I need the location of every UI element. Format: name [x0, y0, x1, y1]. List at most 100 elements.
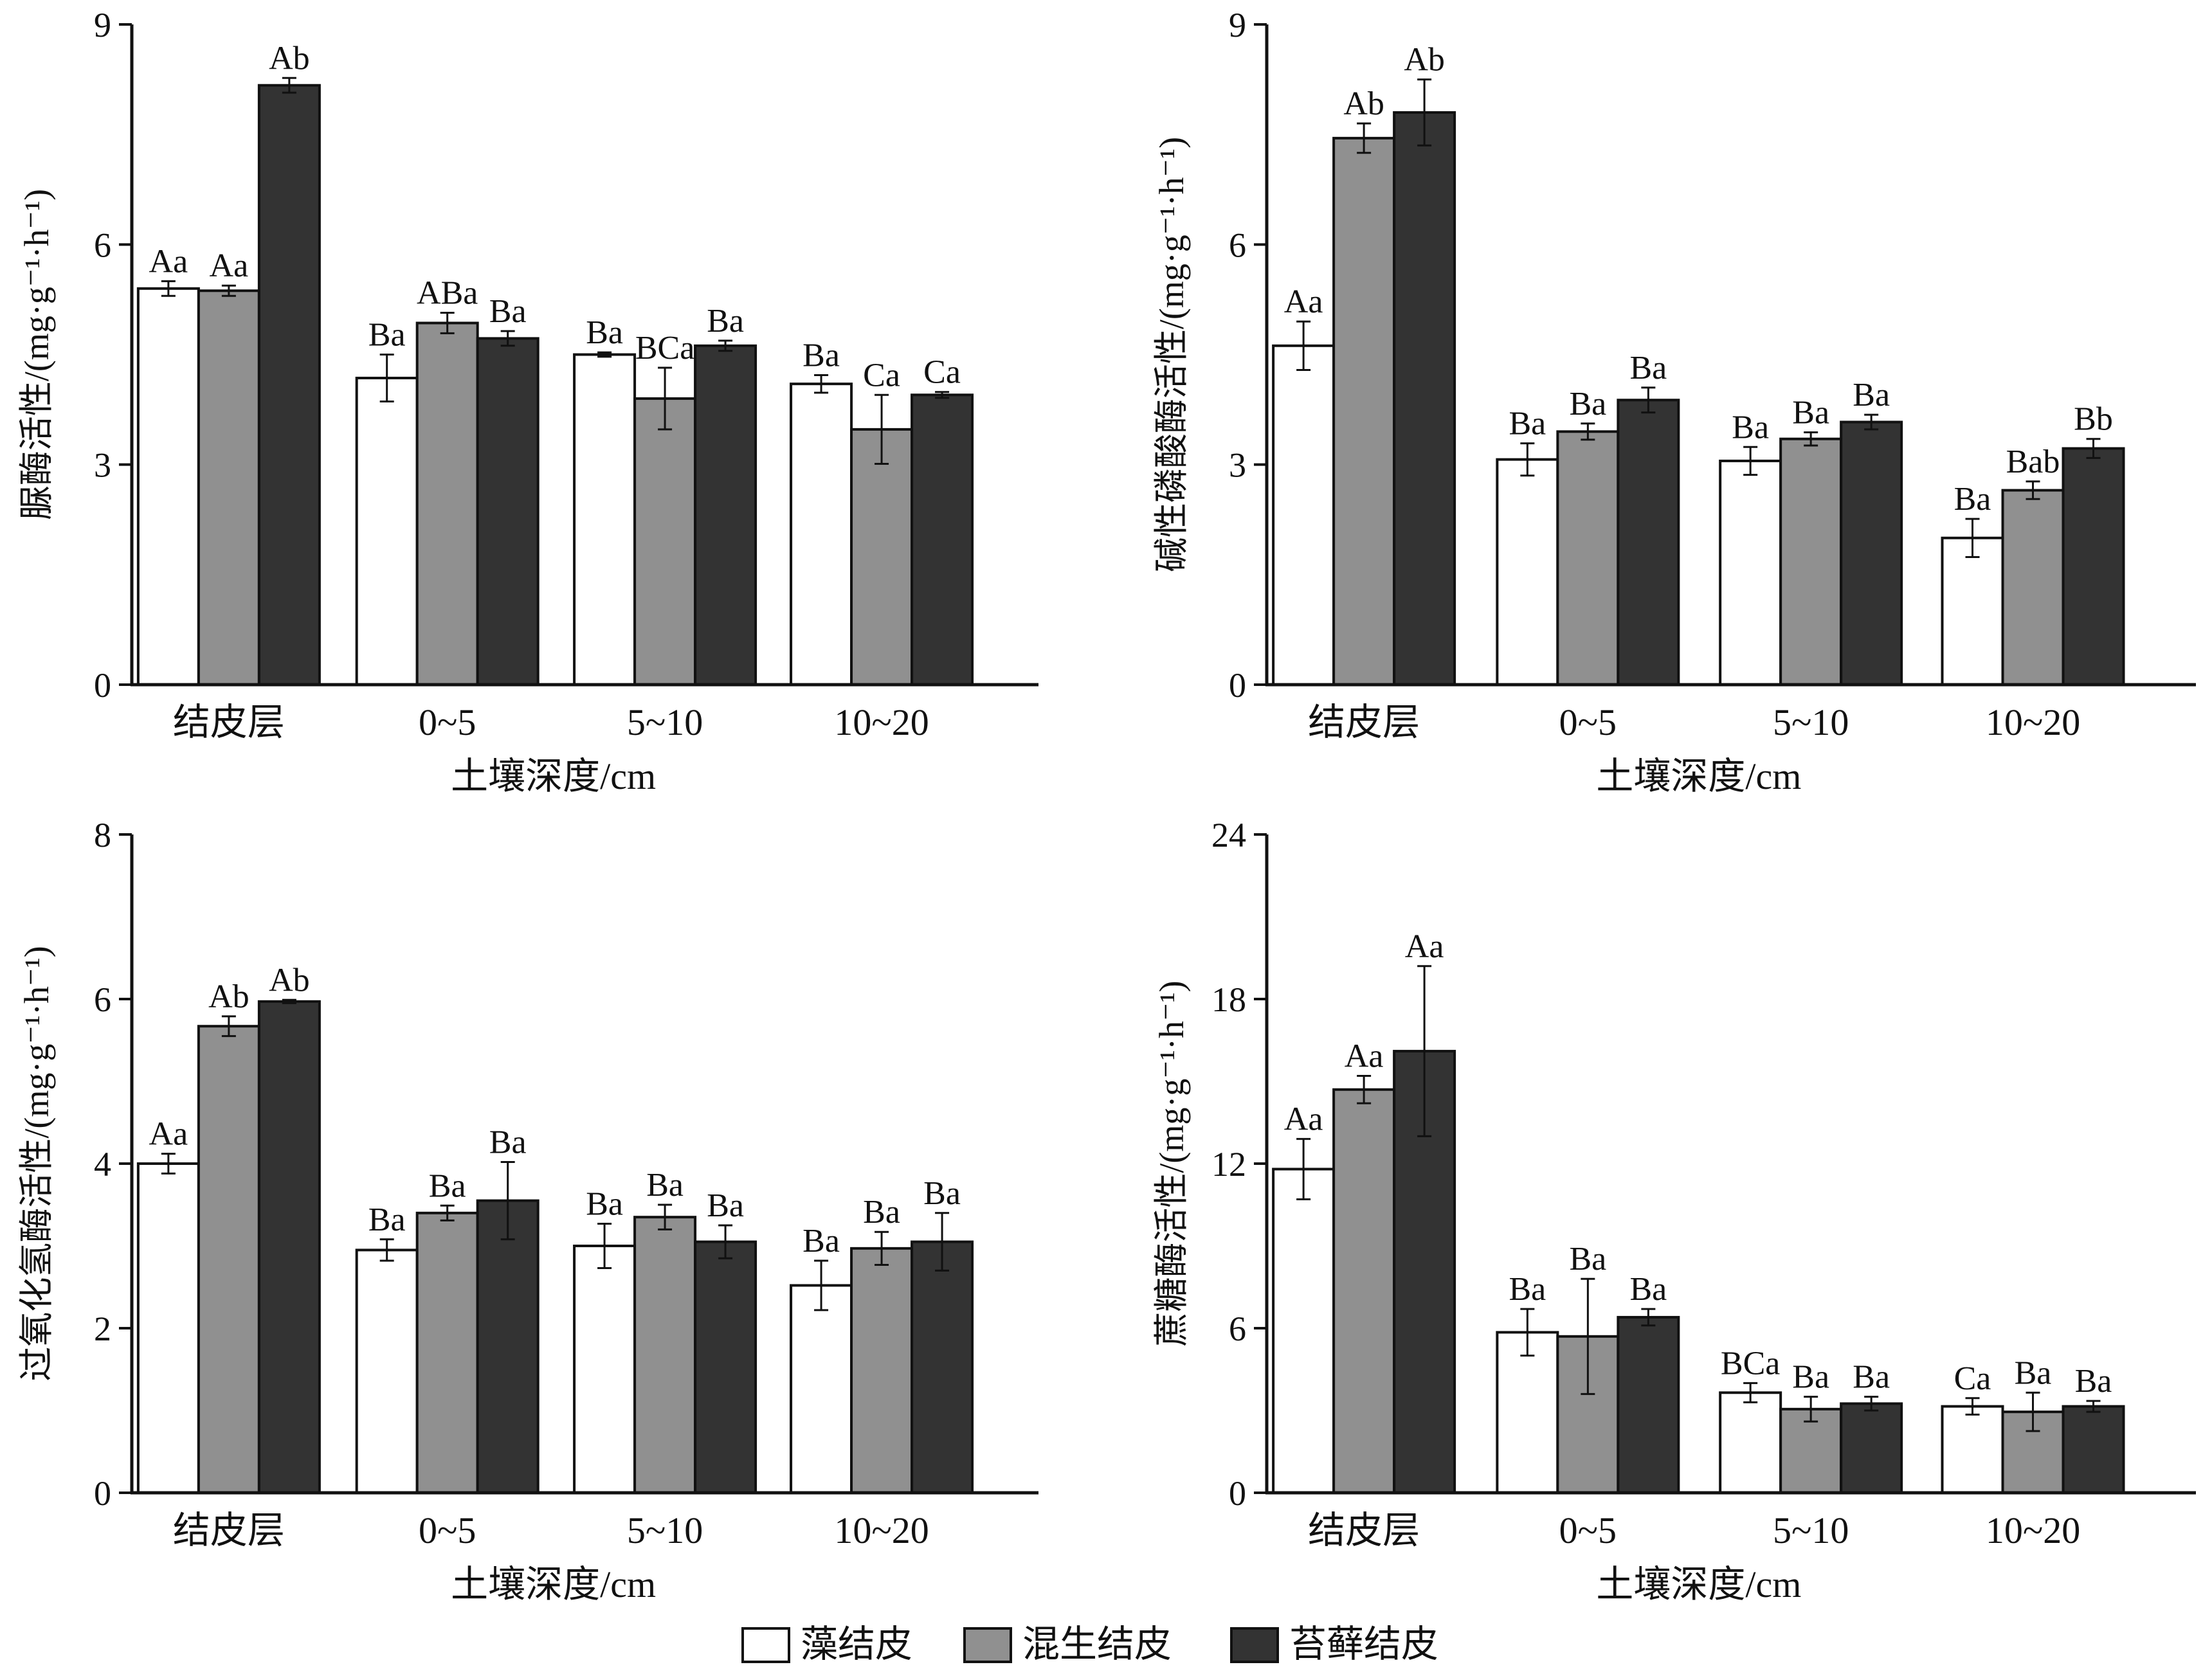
error-bar — [1581, 1277, 1595, 1395]
error-bar — [935, 1212, 950, 1272]
y-tick-label: 6 — [1229, 226, 1246, 264]
bar — [197, 289, 260, 686]
error-bar — [1296, 1138, 1311, 1200]
y-tick-label: 0 — [1229, 666, 1246, 705]
chart-panel-2: Aa Ab Ab 结皮层 Ba Ba Ba 0~5 Ba Ba Ba 5~10 Ba Bab Bb 10~20… — [1152, 6, 2196, 797]
bar — [790, 383, 853, 687]
y-tick-label: 6 — [94, 980, 111, 1019]
error-bar — [282, 77, 296, 94]
error-bar — [1641, 1308, 1656, 1327]
error-bar — [440, 1204, 455, 1221]
bar — [1719, 1391, 1782, 1494]
significance-label: ABa — [417, 275, 478, 311]
y-axis-title: 脲酶活性/(mg·g⁻¹·h⁻¹) — [17, 189, 56, 520]
significance-label: Aa — [149, 1116, 188, 1153]
y-tick-label: 3 — [94, 446, 111, 485]
error-bar — [221, 1015, 236, 1038]
legend-label-algae: 藻结皮 — [801, 1623, 912, 1665]
error-bar — [1965, 518, 1980, 558]
legend-swatch-mixed — [963, 1627, 1012, 1663]
x-tick-label: 10~20 — [834, 1509, 929, 1551]
bar — [1556, 430, 1620, 686]
error-bar — [814, 1259, 829, 1311]
x-tick-label: 10~20 — [834, 701, 929, 743]
significance-label: Ba — [1629, 1271, 1667, 1308]
error-bar — [814, 374, 829, 394]
bar — [2062, 447, 2125, 686]
bar — [2001, 489, 2065, 686]
significance-label: Aa — [1345, 1038, 1384, 1074]
y-tick-label: 0 — [94, 1474, 111, 1513]
error-bar — [1357, 122, 1372, 154]
y-tick-label: 0 — [1229, 1474, 1246, 1513]
significance-label: Ba — [707, 1187, 744, 1224]
error-bar — [2026, 480, 2040, 500]
significance-label: Ba — [707, 303, 744, 339]
y-tick-label: 4 — [94, 1145, 111, 1184]
significance-label: Ba — [1569, 1241, 1606, 1277]
error-bar — [1357, 1074, 1372, 1104]
significance-label: Ab — [208, 978, 249, 1015]
x-tick-label: 0~5 — [419, 701, 476, 743]
significance-label: Ba — [1792, 394, 1829, 431]
error-bar — [440, 311, 455, 334]
significance-label: Ca — [863, 357, 900, 393]
bar — [573, 1245, 637, 1494]
bar — [355, 1248, 419, 1495]
error-bar — [875, 393, 889, 465]
bar — [1393, 111, 1456, 686]
error-bar — [1743, 1382, 1758, 1403]
x-tick-label: 0~5 — [1559, 701, 1617, 743]
error-bar — [1581, 422, 1595, 441]
significance-label: BCa — [635, 330, 694, 366]
bar — [790, 1284, 853, 1494]
error-bar — [1417, 78, 1432, 147]
y-axis-title: 过氧化氢酶活性/(mg·g⁻¹·h⁻¹) — [17, 946, 56, 1381]
error-bar — [282, 998, 296, 1004]
legend: 藻结皮 混生结皮 苔藓结皮 — [741, 1623, 1438, 1665]
bar — [1496, 1331, 1559, 1494]
x-tick-label: 5~10 — [627, 701, 703, 743]
bar — [911, 393, 974, 686]
x-tick-label: 0~5 — [419, 1509, 476, 1551]
chart-panels: Aa Aa Ab 结皮层 Ba ABa Ba 0~5 Ba BCa Ba 5~10 Ba Ca Ca 10~2… — [17, 6, 2196, 1605]
y-axis-title: 碱性磷酸酶活性/(mg·g⁻¹·h⁻¹) — [1152, 137, 1191, 572]
significance-label: Ba — [1509, 406, 1546, 442]
significance-label: Ab — [1404, 42, 1445, 78]
bar — [355, 377, 419, 686]
significance-label: Ba — [489, 293, 527, 330]
bar — [415, 1211, 479, 1495]
error-bar — [718, 1224, 733, 1259]
bar — [850, 1247, 914, 1494]
x-tick-label: 5~10 — [1773, 1509, 1849, 1551]
significance-label: Ba — [489, 1124, 527, 1160]
chart-panel-3: Aa Ab Ab 结皮层 Ba Ba Ba 0~5 Ba Ba Ba 5~10 Ba Ba Ba 10~20 0… — [17, 816, 1038, 1605]
significance-label: Ba — [1629, 350, 1667, 386]
significance-label: Ba — [1732, 409, 1769, 446]
x-tick-label: 结皮层 — [173, 1509, 285, 1551]
bar — [1840, 420, 1903, 687]
significance-label: Ba — [1853, 1359, 1890, 1396]
significance-label: Ba — [1954, 481, 1991, 518]
significance-label: Aa — [1405, 928, 1444, 965]
significance-label: Aa — [1284, 284, 1323, 320]
y-tick-label: 12 — [1211, 1145, 1246, 1184]
x-tick-label: 5~10 — [627, 1509, 703, 1551]
error-bar — [1417, 965, 1432, 1137]
significance-label: Ba — [646, 1167, 684, 1203]
error-bar — [1864, 1396, 1879, 1412]
error-bar — [1965, 1397, 1980, 1416]
significance-label: Ba — [368, 1202, 406, 1238]
error-bar — [597, 1222, 612, 1270]
x-tick-label: 结皮层 — [1308, 1509, 1420, 1551]
significance-label: Ba — [802, 1223, 840, 1259]
significance-label: Ba — [1509, 1271, 1546, 1308]
y-tick-label: 9 — [1229, 6, 1246, 44]
error-bar — [1520, 442, 1535, 477]
y-tick-label: 9 — [94, 6, 111, 44]
significance-label: Aa — [149, 243, 188, 280]
bar — [1941, 536, 2004, 686]
error-bar — [1743, 446, 1758, 476]
significance-label: Ab — [269, 40, 310, 77]
significance-label: Ba — [1792, 1359, 1829, 1396]
